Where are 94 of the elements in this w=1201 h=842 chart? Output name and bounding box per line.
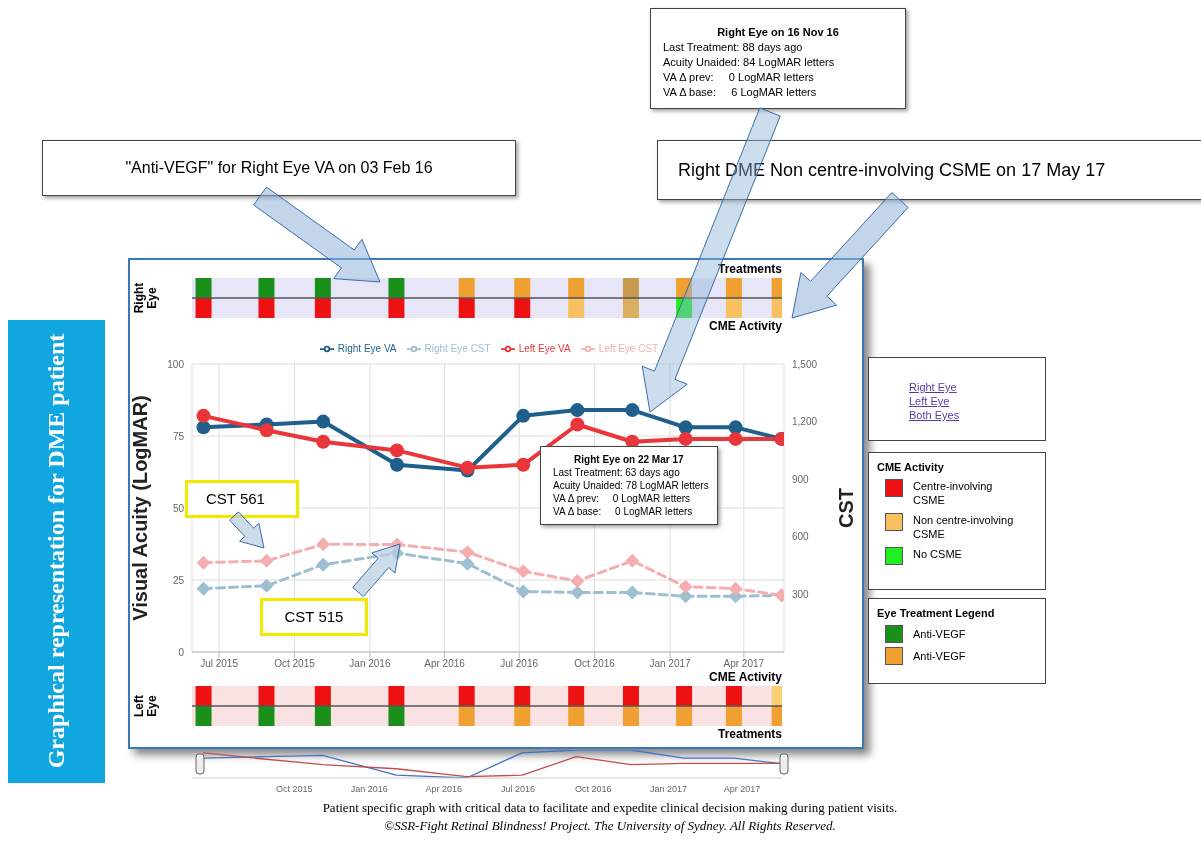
text: Centre-involving CSME: [913, 479, 994, 507]
text: Eye Treatment Legend: [877, 607, 996, 619]
annotation: Last Treatment: 63 days ago: [552, 466, 681, 479]
point: [516, 457, 531, 472]
y-axis-title: Right Eye: [132, 281, 159, 316]
x-tick-label: Jan 2016: [349, 658, 391, 670]
point: [316, 414, 331, 429]
text: Last Treatment: 88 days ago: [662, 40, 804, 55]
legend-label: Left Eye CST: [598, 342, 659, 354]
point: [728, 431, 743, 446]
point: [625, 553, 640, 568]
point: [516, 408, 531, 423]
point: [316, 557, 331, 572]
y-tick-label: 0: [178, 646, 185, 658]
point: [516, 584, 531, 599]
y2-tick-label: 300: [792, 588, 810, 600]
series-label: Treatments: [716, 262, 782, 276]
x-tick-label: Jul 2016: [500, 658, 539, 670]
x-tick-label: Oct 2016: [574, 784, 612, 795]
text: Right Eye: [909, 380, 958, 394]
x-tick-label: Jan 2017: [649, 784, 687, 795]
y-tick-label: 75: [172, 430, 185, 442]
point: [570, 585, 585, 600]
x-tick-label: Oct 2016: [574, 658, 616, 670]
callout-box: CST 515: [260, 598, 368, 636]
text: ©SSR-Fight Retinal Blindness! Project. The University of Sydney. All Rights Reserved.: [383, 818, 837, 834]
point: [625, 403, 640, 418]
series-label: CME Activity: [708, 670, 782, 684]
text: VA Δ base: 6 LogMAR letters: [662, 85, 818, 100]
series-label: CME Activity: [708, 319, 782, 333]
text: Both Eyes: [909, 408, 961, 422]
y2-tick-label: 900: [792, 473, 810, 485]
point: [678, 579, 693, 594]
text: CME Activity: [877, 461, 945, 473]
y2-tick-label: 600: [792, 531, 810, 543]
x-tick-label: Jan 2017: [649, 658, 692, 670]
point: [678, 431, 693, 446]
text: Graphical representation for DME patient: [42, 332, 70, 771]
text: VA Δ prev: 0 LogMAR letters: [662, 70, 815, 85]
callout-box: CST 561: [185, 480, 299, 518]
point: [570, 417, 585, 432]
point: [259, 423, 274, 438]
x-tick-label: Oct 2015: [275, 784, 313, 795]
text: Right DME Non centre-involving CSME on 17 May 17: [657, 140, 1201, 200]
text: Non centre-involving CSME: [913, 513, 1015, 541]
text: Right Eye on 16 Nov 16: [716, 25, 840, 40]
x-tick-label: Jul 2015: [200, 658, 239, 670]
annotation: VA Δ prev: 0 LogMAR letters: [552, 492, 692, 505]
y2-tick-label: 1,500: [792, 358, 818, 370]
legend-label: Right Eye CST: [424, 342, 491, 354]
point: [196, 408, 211, 423]
point: [196, 581, 211, 596]
y-tick-label: 100: [167, 358, 185, 370]
point: [460, 556, 475, 571]
point: [196, 420, 211, 435]
y2-axis-title: CST: [835, 488, 858, 528]
point: [259, 578, 274, 593]
annotation: VA Δ base: 0 LogMAR letters: [552, 505, 694, 518]
text: Anti-VEGF: [913, 628, 966, 640]
point: [316, 537, 331, 552]
x-tick-label: Apr 2017: [723, 784, 761, 795]
point: [259, 553, 274, 568]
point: [460, 545, 475, 560]
y2-tick-label: 1,200: [792, 416, 818, 428]
point: [570, 403, 585, 418]
x-tick-label: Apr 2016: [424, 658, 466, 670]
annotation: Acuity Unaided: 78 LogMAR letters: [552, 479, 709, 492]
y-tick-label: 25: [172, 574, 185, 586]
point: [389, 443, 404, 458]
text: Patient specific graph with critical data to facilitate and expedite clinical decision making during patient visits.: [321, 800, 899, 816]
point: [316, 434, 331, 449]
y-axis-title: Left Eye: [132, 694, 159, 719]
annotation: Right Eye on 22 Mar 17: [573, 453, 685, 466]
text: "Anti-VEGF" for Right Eye VA on 03 Feb 16: [42, 140, 516, 196]
x-tick-label: Jan 2016: [350, 784, 388, 795]
text: Left Eye: [909, 394, 951, 408]
point: [570, 573, 585, 588]
point: [389, 457, 404, 472]
point: [516, 564, 531, 579]
point: [728, 581, 743, 596]
x-tick-label: Jul 2016: [501, 784, 536, 795]
legend-label: Right Eye VA: [337, 342, 397, 354]
text: No CSME: [913, 547, 963, 561]
y-axis-title: Visual Acuity (LogMAR): [129, 395, 152, 621]
y-tick-label: 50: [172, 502, 185, 514]
text: Acuity Unaided: 84 LogMAR letters: [662, 55, 836, 70]
legend-label: Left Eye VA: [518, 342, 571, 354]
series-label: Treatments: [716, 727, 782, 741]
point: [625, 585, 640, 600]
point: [196, 555, 211, 570]
text: Anti-VEGF: [913, 650, 966, 662]
x-tick-label: Oct 2015: [274, 658, 316, 670]
x-tick-label: Apr 2016: [425, 784, 462, 795]
x-tick-label: Apr 2017: [723, 658, 765, 670]
